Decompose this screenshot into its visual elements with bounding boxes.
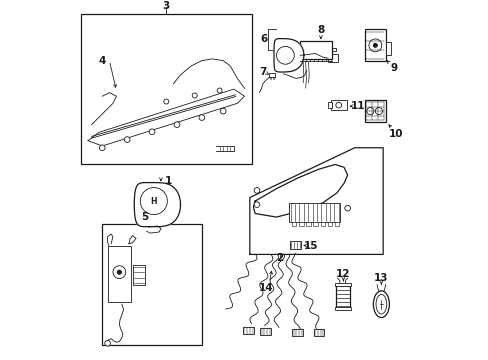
Circle shape [163, 99, 168, 104]
Circle shape [372, 43, 377, 48]
Text: 1: 1 [164, 176, 171, 186]
Bar [364, 100, 385, 122]
Text: 15: 15 [304, 240, 318, 251]
Bar [364, 30, 385, 61]
Circle shape [254, 202, 259, 207]
Polygon shape [273, 39, 303, 72]
Bar [334, 222, 338, 226]
Text: 12: 12 [335, 269, 350, 279]
Polygon shape [269, 73, 274, 77]
Polygon shape [134, 183, 180, 227]
Circle shape [124, 137, 130, 143]
Bar [243, 327, 254, 334]
Text: 9: 9 [389, 63, 397, 73]
Text: 2: 2 [276, 253, 283, 263]
Bar [132, 265, 144, 285]
Bar [300, 41, 332, 59]
Bar [260, 328, 271, 335]
Bar [334, 307, 350, 310]
Text: 4: 4 [99, 56, 106, 66]
Text: 11: 11 [349, 101, 364, 111]
Circle shape [149, 129, 155, 135]
Bar [320, 222, 324, 226]
Text: 8: 8 [317, 26, 324, 35]
Bar [334, 283, 350, 286]
Bar [102, 224, 202, 345]
Bar [335, 285, 349, 308]
Circle shape [99, 145, 105, 150]
Bar [327, 102, 331, 108]
Circle shape [344, 205, 350, 211]
Bar [327, 222, 331, 226]
Bar [306, 222, 310, 226]
Text: H: H [150, 197, 157, 206]
Text: 7: 7 [259, 67, 266, 77]
Bar [288, 203, 340, 222]
Bar [107, 246, 130, 302]
Circle shape [117, 270, 121, 274]
Bar [313, 222, 317, 226]
Circle shape [174, 122, 180, 127]
Text: 14: 14 [258, 283, 273, 293]
Bar [292, 329, 303, 336]
Bar [330, 100, 346, 111]
Text: 13: 13 [373, 273, 388, 283]
Circle shape [254, 188, 259, 193]
Bar [327, 54, 337, 62]
Text: 10: 10 [387, 129, 402, 139]
Circle shape [217, 88, 222, 93]
Bar [299, 222, 303, 226]
Bar [81, 14, 251, 164]
Text: 3: 3 [163, 1, 169, 11]
Bar [291, 222, 296, 226]
Bar [385, 42, 390, 55]
Text: 5: 5 [141, 212, 148, 222]
Polygon shape [88, 89, 244, 146]
Text: 6: 6 [260, 34, 267, 44]
Circle shape [104, 341, 110, 346]
Bar [289, 241, 301, 249]
Circle shape [192, 93, 197, 98]
Circle shape [220, 108, 225, 114]
Polygon shape [253, 165, 347, 217]
Bar [313, 329, 324, 336]
Polygon shape [249, 148, 383, 255]
Circle shape [199, 115, 204, 120]
